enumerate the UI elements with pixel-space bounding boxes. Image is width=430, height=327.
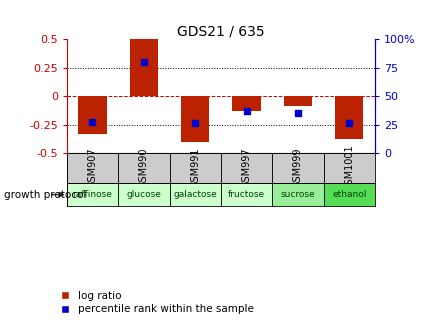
FancyBboxPatch shape — [169, 153, 220, 183]
Text: GSM990: GSM990 — [138, 148, 148, 188]
Bar — [78, 96, 106, 134]
Text: GSM1001: GSM1001 — [344, 145, 353, 191]
FancyBboxPatch shape — [220, 183, 272, 206]
Text: ethanol: ethanol — [332, 190, 366, 199]
Title: GDS21 / 635: GDS21 / 635 — [177, 24, 264, 38]
Text: sucrose: sucrose — [280, 190, 314, 199]
FancyBboxPatch shape — [272, 183, 323, 206]
FancyBboxPatch shape — [272, 153, 323, 183]
FancyBboxPatch shape — [118, 183, 169, 206]
Text: GSM999: GSM999 — [292, 148, 302, 188]
Text: GSM907: GSM907 — [87, 148, 97, 188]
Text: glucose: glucose — [126, 190, 161, 199]
Text: fructose: fructose — [227, 190, 264, 199]
Text: galactose: galactose — [173, 190, 217, 199]
FancyBboxPatch shape — [67, 183, 118, 206]
FancyBboxPatch shape — [323, 153, 374, 183]
FancyBboxPatch shape — [220, 153, 272, 183]
Bar — [129, 39, 158, 96]
Text: raffinose: raffinose — [72, 190, 112, 199]
FancyBboxPatch shape — [67, 153, 118, 183]
FancyBboxPatch shape — [118, 153, 169, 183]
Bar — [283, 96, 311, 106]
Bar — [335, 96, 362, 139]
Text: growth protocol: growth protocol — [4, 190, 86, 200]
Text: GSM997: GSM997 — [241, 148, 251, 188]
Bar — [181, 96, 209, 142]
Text: GSM991: GSM991 — [190, 148, 200, 188]
Bar — [232, 96, 260, 111]
FancyBboxPatch shape — [323, 183, 374, 206]
Legend: log ratio, percentile rank within the sample: log ratio, percentile rank within the sa… — [57, 287, 257, 318]
FancyBboxPatch shape — [169, 183, 220, 206]
